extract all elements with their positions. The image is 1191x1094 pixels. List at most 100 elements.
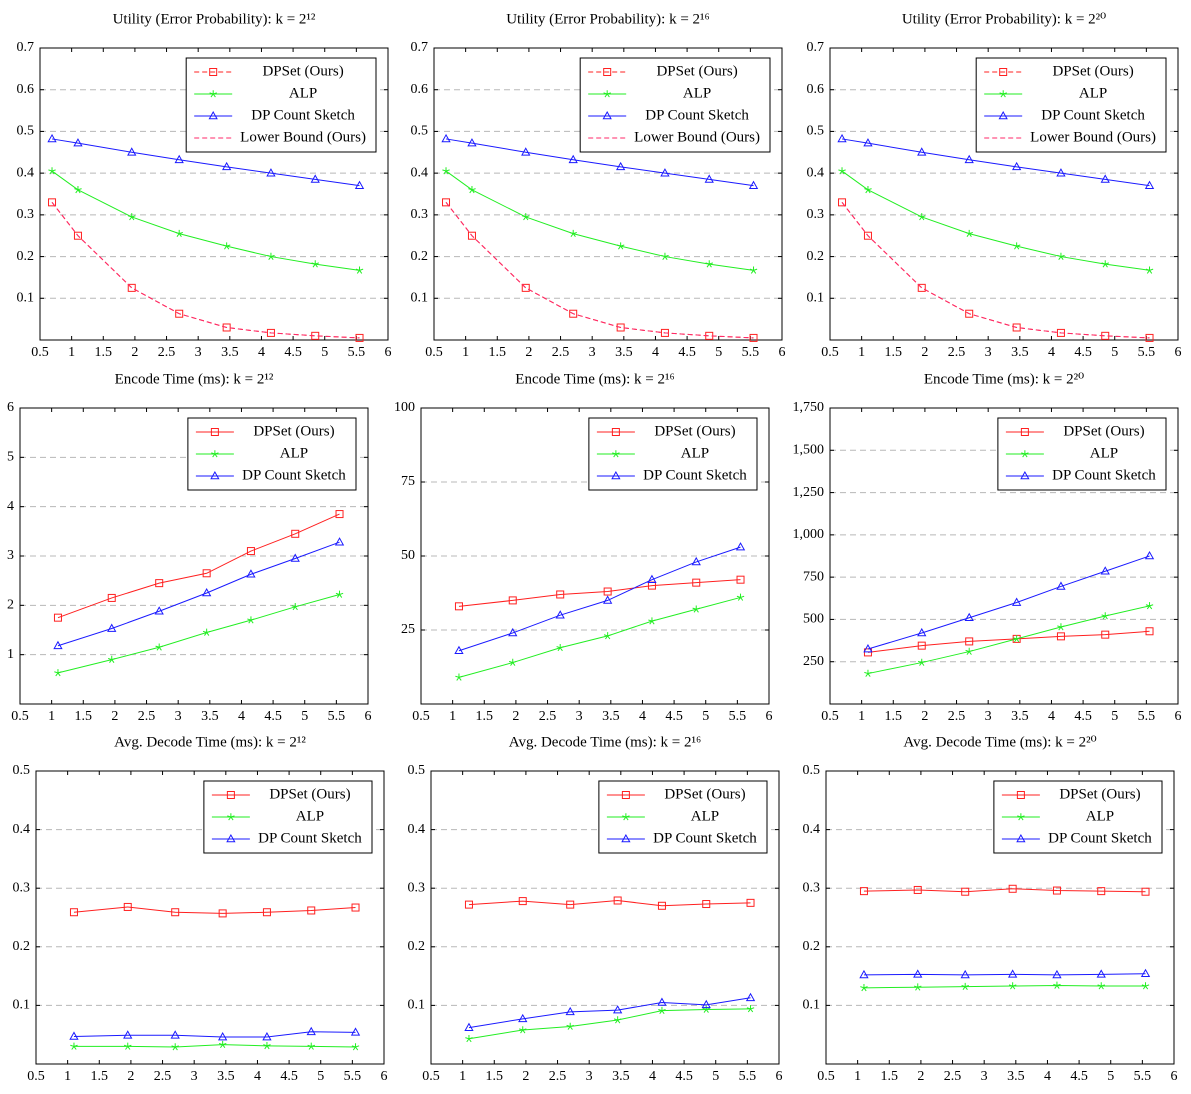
marker — [1141, 887, 1150, 896]
x-tick-label: 6 — [1171, 1069, 1178, 1084]
x-tick-label: 2.5 — [549, 1069, 567, 1084]
marker — [222, 242, 231, 250]
x-tick-label: 6 — [385, 345, 392, 360]
y-tick-label: 0.2 — [17, 249, 35, 264]
marker — [1052, 969, 1062, 979]
x-tick-label: 2 — [921, 345, 928, 360]
marker — [611, 470, 621, 480]
legend-label: DP Count Sketch — [645, 107, 749, 123]
marker — [838, 167, 846, 175]
x-tick-label: 2.5 — [948, 345, 966, 360]
x-tick-label: 3 — [191, 1069, 198, 1084]
marker — [1145, 627, 1154, 636]
legend: DPSet (Ours) ALP DP Count Sketch — [187, 417, 357, 491]
marker — [917, 283, 926, 292]
y-tick-label: 0.1 — [411, 291, 429, 306]
marker — [1017, 813, 1025, 821]
y-tick-label: 4 — [7, 499, 14, 514]
x-tick-label: 4 — [258, 345, 265, 360]
x-tick-label: 5.5 — [328, 709, 346, 724]
marker — [266, 168, 276, 177]
x-tick-label: 4 — [238, 709, 245, 724]
x-tick-label: 0.5 — [412, 709, 430, 724]
marker — [442, 198, 451, 207]
x-tick-label: 5.5 — [739, 1069, 757, 1084]
x-tick-label: 5.5 — [729, 709, 747, 724]
chart-panel: Avg. Decode Time (ms): k = 2¹⁶ 0.1 0.2 0.3 0… — [408, 734, 783, 1084]
legend-label: DP Count Sketch — [643, 467, 747, 483]
x-tick-label: 3 — [981, 1069, 988, 1084]
marker — [351, 903, 360, 912]
marker — [468, 186, 476, 194]
marker — [155, 579, 164, 588]
marker — [837, 133, 847, 143]
series-line — [57, 541, 340, 647]
marker — [1057, 623, 1065, 631]
y-tick-label: 0.2 — [408, 939, 426, 954]
marker — [917, 658, 926, 666]
marker — [692, 578, 701, 587]
marker — [1100, 566, 1110, 575]
x-tick-label: 0.5 — [422, 1069, 440, 1084]
x-tick-label: 0.5 — [821, 345, 839, 360]
series-line — [445, 138, 754, 187]
series-line — [445, 170, 754, 271]
legend-box — [579, 57, 771, 153]
marker — [1012, 597, 1022, 606]
x-tick-label: 2.5 — [948, 709, 966, 724]
marker — [917, 147, 927, 156]
legend-label: DP Count Sketch — [258, 830, 362, 846]
x-tick-label: 2.5 — [552, 345, 570, 360]
x-tick-label: 2 — [917, 1069, 924, 1084]
series-line — [73, 906, 356, 914]
marker — [616, 161, 626, 171]
x-tick-label: 3.5 — [1007, 1069, 1025, 1084]
marker — [518, 897, 527, 906]
x-tick-label: 5 — [301, 709, 308, 724]
y-tick-label: 0.2 — [807, 249, 825, 264]
marker — [521, 283, 530, 292]
y-tick-label: 0.7 — [17, 40, 35, 55]
marker — [860, 984, 868, 992]
marker — [1012, 242, 1021, 250]
x-tick-label: 5.5 — [742, 345, 760, 360]
x-tick-label: 3.5 — [201, 709, 219, 724]
y-tick-label: 250 — [803, 654, 824, 669]
marker — [745, 992, 756, 1002]
plot-frame — [825, 770, 1175, 1065]
marker — [1145, 333, 1154, 342]
marker — [107, 655, 116, 663]
y-tick-label: 0.1 — [13, 998, 31, 1013]
plot-frame — [430, 770, 780, 1065]
marker — [648, 617, 656, 625]
marker — [171, 908, 180, 917]
marker — [568, 154, 578, 164]
y-tick-label: 0.4 — [807, 165, 825, 180]
marker — [211, 450, 219, 458]
marker — [508, 596, 517, 605]
x-tick-label: 1.5 — [885, 709, 903, 724]
x-tick-label: 1 — [858, 345, 865, 360]
marker — [555, 610, 565, 619]
marker — [746, 1005, 755, 1013]
marker — [464, 1022, 474, 1031]
marker — [70, 1042, 78, 1050]
series-line — [863, 973, 1146, 976]
marker — [307, 906, 316, 915]
marker — [913, 983, 922, 991]
marker — [616, 242, 625, 250]
marker — [355, 266, 364, 274]
legend: DPSet (Ours) ALP DP Count Sketch — [203, 780, 373, 854]
x-tick-label: 1 — [459, 1069, 466, 1084]
marker — [54, 669, 62, 677]
x-tick-label: 5 — [1111, 709, 1118, 724]
marker — [863, 231, 872, 240]
marker — [603, 632, 612, 640]
marker — [965, 229, 973, 237]
chart-panel: Avg. Decode Time (ms): k = 2²⁰ 0.1 0.2 0.3 0… — [803, 734, 1178, 1084]
marker — [226, 791, 235, 799]
series-line — [468, 1008, 751, 1040]
x-tick-label: 5.5 — [1138, 345, 1156, 360]
